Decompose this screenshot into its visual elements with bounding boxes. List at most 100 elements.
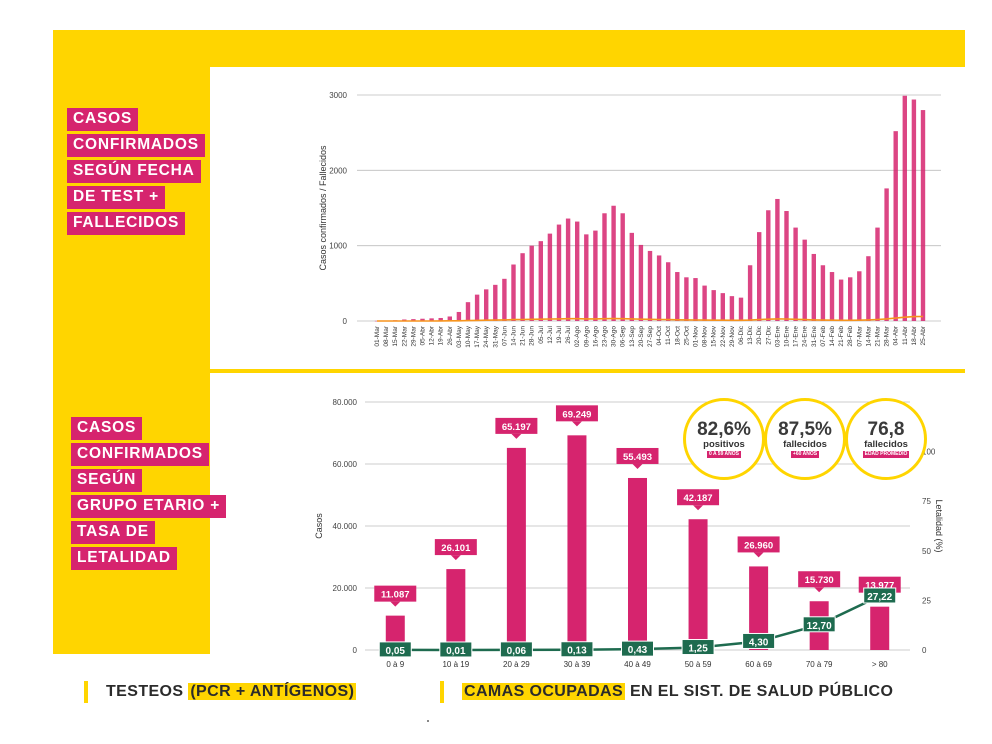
y-tick-label: 80.000 bbox=[333, 398, 358, 407]
y2-axis-label: Letalidad (%) bbox=[934, 499, 944, 552]
x-tick-label: 30 à 39 bbox=[564, 660, 591, 669]
x-tick-label: 08-Mar bbox=[383, 325, 390, 346]
decorative-dot bbox=[427, 720, 429, 722]
case-bar bbox=[629, 232, 634, 321]
x-tick-label: 19-Abr bbox=[438, 325, 445, 345]
x-tick-label: 12-Jul bbox=[547, 325, 554, 343]
age-bar bbox=[688, 519, 708, 650]
case-bar bbox=[538, 241, 543, 321]
case-bar bbox=[647, 250, 653, 321]
x-tick-label: 10-Ene bbox=[784, 326, 791, 347]
y-tick-label: 3000 bbox=[329, 91, 347, 100]
case-bar bbox=[593, 230, 598, 321]
value-label-box bbox=[374, 585, 417, 602]
x-tick-label: 07-Mar bbox=[856, 325, 863, 346]
case-bar bbox=[911, 99, 917, 321]
y-tick-label: 20.000 bbox=[333, 584, 358, 593]
x-tick-label: 25-Oct bbox=[683, 326, 690, 346]
lethality-label-box bbox=[621, 640, 654, 657]
value-label-pointer bbox=[814, 587, 825, 593]
footer-label: TESTEOS (PCR + ANTÍGENOS) bbox=[106, 683, 357, 701]
lethality-label-box bbox=[742, 632, 776, 649]
lethality-label-box bbox=[499, 641, 533, 658]
y2-tick-label: 75 bbox=[922, 497, 931, 506]
bar-value-label: 55.493 bbox=[623, 452, 652, 463]
case-bar bbox=[675, 272, 680, 321]
bar-value-label: 11.087 bbox=[381, 590, 410, 601]
x-tick-label: 05-Abr bbox=[420, 325, 427, 345]
bottom-chart-panel: 0 20.000 40.000 60.000 80.000 0 25 50 75 100 Casos… bbox=[210, 373, 992, 678]
case-bar bbox=[638, 244, 644, 321]
x-tick-label: 20 à 29 bbox=[503, 660, 530, 669]
lethality-label-box bbox=[378, 641, 412, 658]
case-bar bbox=[893, 131, 898, 321]
age-bar bbox=[506, 447, 526, 650]
x-tick-label: 14-Mar bbox=[865, 325, 872, 346]
case-bar bbox=[920, 110, 926, 321]
value-label-pointer bbox=[753, 552, 764, 558]
x-tick-label: 30-Ago bbox=[611, 326, 618, 347]
case-bar bbox=[547, 233, 553, 321]
x-tick-label: 03-May bbox=[456, 325, 463, 347]
title-line: CONFIRMADOS bbox=[71, 443, 209, 466]
case-bar bbox=[684, 277, 689, 321]
case-bar bbox=[884, 188, 889, 321]
footer-accent-bar bbox=[84, 681, 88, 703]
x-tick-label: 14-Jun bbox=[511, 326, 518, 346]
lethality-label-box bbox=[439, 641, 473, 658]
x-tick-label: 01-Mar bbox=[374, 325, 381, 346]
title-line: SEGÚN bbox=[71, 469, 143, 492]
case-bar bbox=[838, 279, 844, 321]
age-bar bbox=[628, 477, 647, 650]
top-chart-panel: 0 1000 2000 3000 Casos confirmados / Falleci… bbox=[210, 67, 992, 369]
title-line: DE TEST + bbox=[67, 186, 166, 209]
x-tick-label: 21-Jun bbox=[520, 326, 527, 346]
case-bar bbox=[429, 318, 434, 321]
stat-label: positivos bbox=[703, 439, 745, 450]
lethality-value-label: 0,13 bbox=[567, 646, 587, 657]
case-bar bbox=[474, 294, 480, 321]
x-tick-label: 24-Ene bbox=[802, 326, 809, 347]
footer-accent-bar bbox=[440, 681, 444, 703]
value-label-pointer bbox=[632, 463, 643, 469]
bar-value-label: 69.249 bbox=[562, 409, 591, 420]
footer-highlight: (PCR + ANTÍGENOS) bbox=[188, 683, 357, 700]
value-label-box bbox=[677, 489, 720, 506]
x-tick-label: 10-May bbox=[465, 325, 472, 347]
x-tick-label: 13-Sep bbox=[629, 326, 636, 347]
x-tick-label: 40 à 49 bbox=[624, 660, 651, 669]
x-tick-label: 29-Mar bbox=[410, 325, 417, 346]
x-tick-label: 15-Nov bbox=[711, 325, 718, 347]
y-tick-label: 40.000 bbox=[333, 522, 358, 531]
stat-value: 87,5% bbox=[778, 419, 832, 440]
case-bar bbox=[511, 264, 516, 321]
case-bar bbox=[502, 278, 507, 321]
bar-value-label: 26.960 bbox=[744, 540, 773, 551]
case-bar bbox=[520, 253, 525, 321]
stat-tag: 0 A 59 AÑOS bbox=[706, 451, 741, 458]
case-bar bbox=[766, 210, 771, 321]
x-tick-label: 05-Jul bbox=[538, 325, 545, 343]
x-tick-label: 04-Oct bbox=[656, 326, 663, 346]
deaths-line bbox=[377, 315, 924, 322]
y2-tick-label: 100 bbox=[922, 448, 936, 457]
y2-tick-label: 25 bbox=[922, 596, 931, 605]
y2-tick-label: 50 bbox=[922, 547, 931, 556]
value-label-pointer bbox=[571, 421, 582, 427]
case-bar bbox=[848, 277, 853, 321]
x-tick-label: 17-Ene bbox=[793, 326, 800, 347]
top-section-title: CASOS CONFIRMADOS SEGÚN FECHA DE TEST + … bbox=[67, 108, 205, 235]
x-tick-label: 06-Sep bbox=[620, 326, 627, 347]
x-tick-label: > 80 bbox=[872, 660, 888, 669]
bar-value-label: 15.730 bbox=[805, 575, 834, 586]
case-bar bbox=[729, 296, 735, 321]
x-tick-label: 21-Feb bbox=[838, 326, 845, 347]
case-bar bbox=[656, 255, 662, 321]
lethality-value-label: 0,01 bbox=[446, 646, 466, 657]
x-tick-label: 70 à 79 bbox=[806, 660, 833, 669]
case-bar bbox=[465, 302, 471, 321]
stat-circle-fallecidos: 87,5% fallecidos +60 AÑOS bbox=[764, 398, 846, 480]
lethality-value-label: 0,43 bbox=[628, 645, 648, 656]
x-tick-label: 20-Dic bbox=[756, 325, 763, 345]
lethality-label-box bbox=[681, 639, 715, 656]
